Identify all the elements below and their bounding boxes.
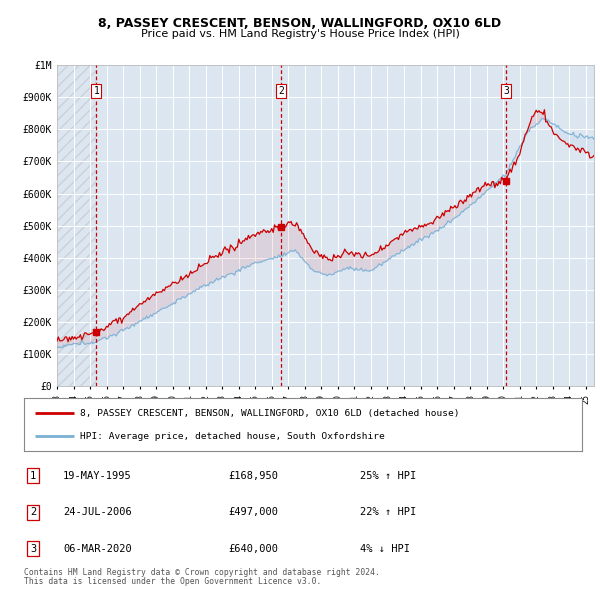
Text: £497,000: £497,000 [228,507,278,517]
Text: 1: 1 [94,86,99,96]
Text: 25% ↑ HPI: 25% ↑ HPI [360,471,416,480]
Text: 06-MAR-2020: 06-MAR-2020 [63,544,132,553]
Text: 3: 3 [30,544,36,553]
Text: 1: 1 [30,471,36,480]
Text: 3: 3 [503,86,509,96]
Text: Contains HM Land Registry data © Crown copyright and database right 2024.: Contains HM Land Registry data © Crown c… [24,568,380,577]
Text: £640,000: £640,000 [228,544,278,553]
Text: 2: 2 [30,507,36,517]
Text: £168,950: £168,950 [228,471,278,480]
Text: HPI: Average price, detached house, South Oxfordshire: HPI: Average price, detached house, Sout… [80,432,385,441]
Text: 8, PASSEY CRESCENT, BENSON, WALLINGFORD, OX10 6LD: 8, PASSEY CRESCENT, BENSON, WALLINGFORD,… [98,17,502,30]
Text: 19-MAY-1995: 19-MAY-1995 [63,471,132,480]
Text: 4% ↓ HPI: 4% ↓ HPI [360,544,410,553]
Text: 8, PASSEY CRESCENT, BENSON, WALLINGFORD, OX10 6LD (detached house): 8, PASSEY CRESCENT, BENSON, WALLINGFORD,… [80,409,460,418]
Text: 22% ↑ HPI: 22% ↑ HPI [360,507,416,517]
Text: This data is licensed under the Open Government Licence v3.0.: This data is licensed under the Open Gov… [24,577,322,586]
Text: 24-JUL-2006: 24-JUL-2006 [63,507,132,517]
Text: Price paid vs. HM Land Registry's House Price Index (HPI): Price paid vs. HM Land Registry's House … [140,30,460,39]
Text: 2: 2 [278,86,284,96]
